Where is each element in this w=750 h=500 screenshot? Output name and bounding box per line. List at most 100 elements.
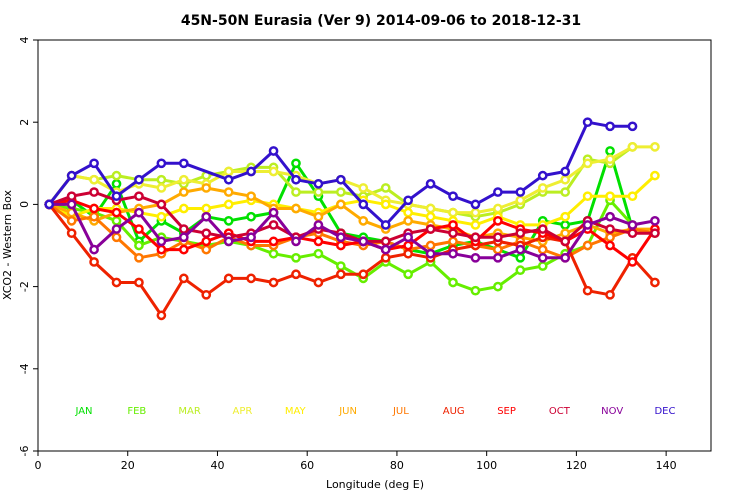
legend: JAN FEB MAR APR MAY JUN JUL AUG SEP OCT NOV DEC bbox=[74, 406, 675, 417]
data-point-feb bbox=[470, 285, 481, 296]
data-point-apr bbox=[605, 154, 615, 165]
data-point-jun bbox=[403, 215, 413, 226]
data-point-may bbox=[605, 191, 615, 202]
data-point-dec bbox=[493, 187, 503, 197]
data-point-apr bbox=[223, 166, 234, 177]
series-line-oct bbox=[48, 190, 655, 243]
data-point-apr bbox=[493, 203, 503, 214]
data-point-aug bbox=[358, 269, 369, 280]
data-point-feb bbox=[291, 252, 301, 263]
data-point-aug bbox=[291, 269, 301, 280]
data-point-aug bbox=[201, 289, 212, 300]
data-point-aug bbox=[156, 310, 167, 321]
data-point-sep bbox=[403, 240, 413, 251]
data-point-jan bbox=[111, 179, 122, 189]
legend-label-mar: MAR bbox=[178, 406, 200, 417]
data-point-dec bbox=[515, 187, 526, 197]
data-point-aug bbox=[111, 277, 122, 288]
data-point-feb bbox=[403, 269, 413, 280]
legend-label-feb: FEB bbox=[127, 406, 146, 417]
series-line-aug bbox=[48, 203, 657, 317]
data-point-dec bbox=[246, 166, 256, 177]
data-point-dec bbox=[560, 166, 571, 177]
data-point-jul bbox=[493, 244, 503, 255]
data-point-nov bbox=[493, 252, 503, 263]
data-point-aug bbox=[89, 257, 99, 267]
data-point-jul bbox=[111, 232, 122, 243]
data-point-dec bbox=[537, 170, 548, 181]
data-point-may bbox=[560, 211, 571, 222]
data-point-jul bbox=[89, 211, 99, 222]
data-point-dec bbox=[156, 158, 167, 169]
data-point-sep bbox=[156, 244, 167, 255]
data-point-dec bbox=[134, 174, 144, 185]
x-axis-label: Longitude (deg E) bbox=[326, 478, 424, 491]
data-point-sep bbox=[89, 203, 99, 214]
data-point-oct bbox=[178, 224, 189, 234]
series-line-nov bbox=[49, 202, 656, 260]
data-point-dec bbox=[448, 191, 458, 202]
data-point-may bbox=[223, 199, 234, 210]
y-tick-label: 4 bbox=[18, 37, 31, 44]
data-point-oct bbox=[448, 228, 458, 239]
legend-label-jun: JUN bbox=[338, 406, 357, 417]
data-point-dec bbox=[336, 174, 346, 185]
legend-label-sep: SEP bbox=[497, 406, 516, 417]
data-point-dec bbox=[178, 158, 189, 169]
y-tick-label: 0 bbox=[18, 201, 31, 208]
data-point-apr bbox=[582, 158, 593, 169]
data-point-apr bbox=[156, 183, 167, 193]
data-point-sep bbox=[178, 244, 189, 255]
data-point-nov bbox=[627, 220, 638, 230]
data-point-jun bbox=[560, 228, 571, 239]
data-point-jan bbox=[223, 215, 234, 226]
data-point-nov bbox=[66, 199, 77, 210]
data-point-dec bbox=[44, 199, 55, 210]
data-point-dec bbox=[268, 146, 279, 156]
data-point-nov bbox=[560, 252, 571, 263]
data-point-jun bbox=[246, 191, 256, 202]
data-point-nov bbox=[515, 244, 526, 255]
data-point-aug bbox=[134, 277, 144, 288]
axes-layer: 0 20 40 60 80 100 120 140 -6 -4 -2 0 2 4 bbox=[18, 37, 677, 473]
data-point-jul bbox=[448, 236, 458, 247]
data-point-oct bbox=[627, 228, 638, 239]
data-point-feb bbox=[134, 240, 144, 251]
data-point-feb bbox=[448, 277, 458, 288]
data-point-apr bbox=[89, 174, 99, 185]
chart-title: 45N-50N Eurasia (Ver 9) 2014-09-06 to 20… bbox=[181, 13, 581, 29]
data-point-apr bbox=[560, 174, 571, 185]
series-line-sep bbox=[48, 198, 657, 264]
data-point-may bbox=[380, 199, 391, 210]
data-point-sep bbox=[111, 207, 122, 218]
data-point-may bbox=[403, 207, 413, 218]
x-tick-label: 20 bbox=[121, 459, 135, 472]
data-point-aug bbox=[178, 273, 189, 284]
data-point-dec bbox=[425, 179, 436, 189]
data-point-oct bbox=[380, 236, 391, 247]
legend-label-oct: OCT bbox=[549, 406, 571, 417]
data-point-sep bbox=[268, 236, 279, 247]
legend-label-jul: JUL bbox=[392, 406, 409, 417]
data-point-jan bbox=[246, 211, 256, 222]
data-point-nov bbox=[403, 232, 413, 243]
legend-label-apr: APR bbox=[233, 406, 253, 417]
y-tick-label: -6 bbox=[18, 446, 31, 457]
y-tick-label: -2 bbox=[18, 281, 31, 292]
data-point-apr bbox=[358, 183, 369, 193]
data-point-mar bbox=[336, 187, 346, 197]
data-point-jun bbox=[313, 211, 324, 222]
data-point-oct bbox=[89, 187, 99, 197]
data-point-dec bbox=[66, 170, 77, 181]
data-point-nov bbox=[201, 211, 212, 222]
data-point-apr bbox=[515, 195, 526, 206]
data-point-apr bbox=[448, 207, 458, 218]
data-point-nov bbox=[380, 244, 391, 255]
data-point-jan bbox=[605, 146, 615, 156]
data-point-jun bbox=[223, 187, 234, 197]
data-point-dec bbox=[111, 191, 122, 202]
data-point-jun bbox=[291, 203, 301, 214]
data-point-oct bbox=[650, 228, 660, 239]
legend-label-may: MAY bbox=[285, 406, 307, 417]
